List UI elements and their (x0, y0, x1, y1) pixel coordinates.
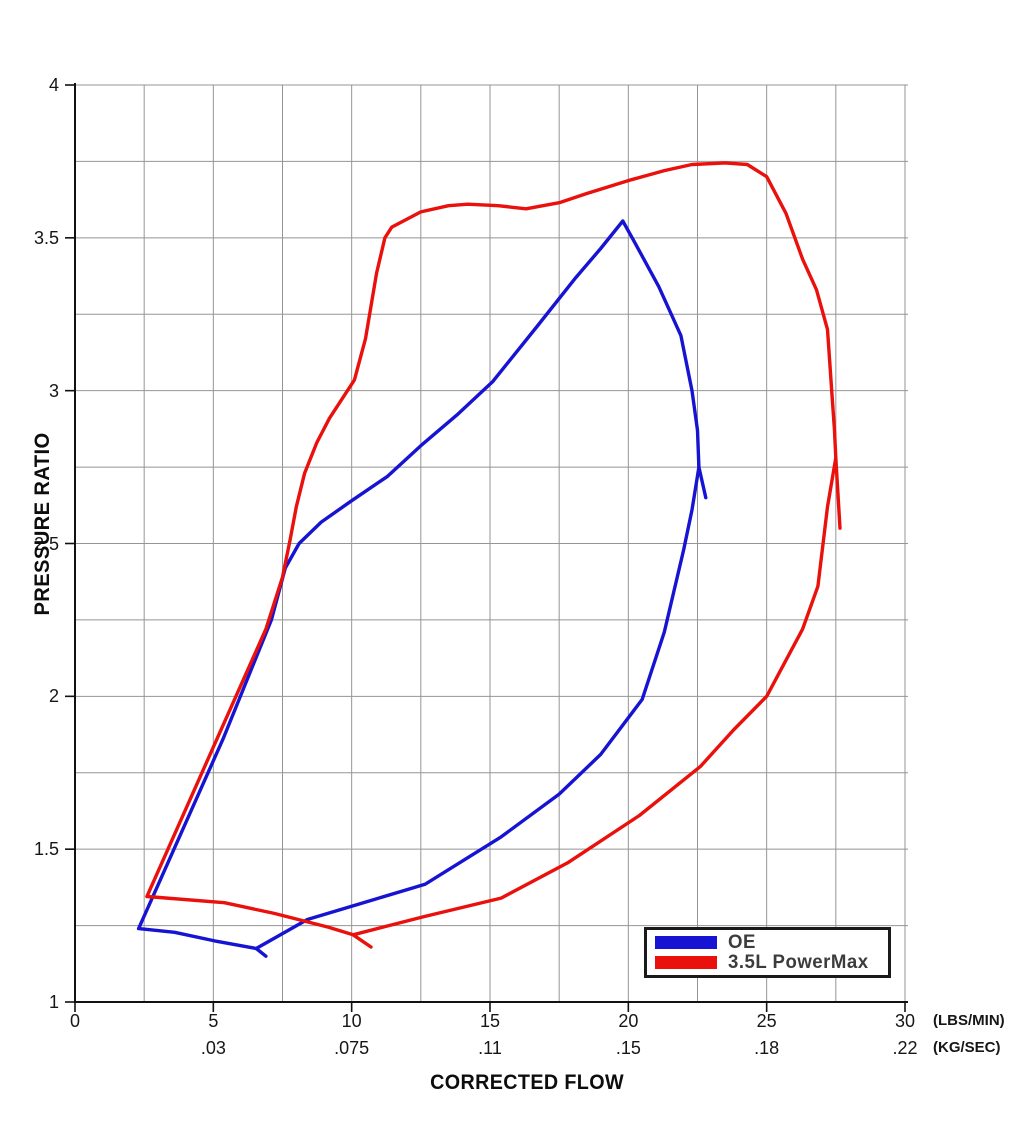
y-tick-label: 2 (48, 686, 59, 707)
x-tick-label-lbs-min: 0 (69, 1011, 80, 1031)
curve-oe (254, 465, 701, 951)
x-tick-label-kg-sec: .15 (615, 1038, 641, 1058)
x-tick-label-kg-sec: .11 (478, 1038, 502, 1058)
x-tick-label-lbs-min: 30 (894, 1011, 916, 1031)
y-tick-label: 4 (48, 75, 59, 95)
curve-oe (136, 219, 708, 958)
x-tick-label-kg-sec: .18 (754, 1038, 780, 1058)
y-tick-label: 2.5 (33, 533, 59, 554)
legend: OE 3.5L PowerMax (644, 927, 891, 978)
x-tick-label-lbs-min: 15 (479, 1011, 501, 1031)
x-tick-label-kg-sec: .22 (892, 1038, 918, 1058)
y-tick-label: 1.5 (33, 839, 59, 860)
legend-row-oe: OE (655, 932, 888, 952)
x-unit-lbs-min: (LBS/MIN) (933, 1012, 1005, 1029)
legend-swatch-oe (655, 935, 717, 949)
y-axis-title: PRESSURE RATIO (31, 432, 54, 616)
x-tick-label-lbs-min: 10 (341, 1011, 362, 1031)
y-tick-label: 1 (48, 992, 59, 1012)
legend-label-powermax: 3.5L PowerMax (728, 952, 869, 974)
legend-row-powermax: 3.5L PowerMax (655, 953, 888, 973)
x-tick-label-lbs-min: 25 (756, 1011, 777, 1031)
x-tick-label-lbs-min: 5 (208, 1011, 219, 1031)
x-tick-label-kg-sec: .075 (334, 1038, 370, 1058)
legend-swatch-powermax (655, 956, 717, 970)
y-tick-label: 3 (48, 380, 59, 401)
legend-label-oe: OE (728, 931, 756, 953)
curve-3-5l-powermax (145, 161, 842, 949)
x-unit-kg-sec: (KG/SEC) (933, 1039, 1001, 1056)
y-tick-label: 3.5 (33, 227, 59, 248)
curve-3-5l-powermax (351, 456, 838, 937)
x-tick-label-lbs-min: 20 (618, 1011, 639, 1031)
x-axis-title: CORRECTED FLOW (430, 1071, 624, 1094)
x-tick-label-kg-sec: .03 (200, 1038, 226, 1058)
